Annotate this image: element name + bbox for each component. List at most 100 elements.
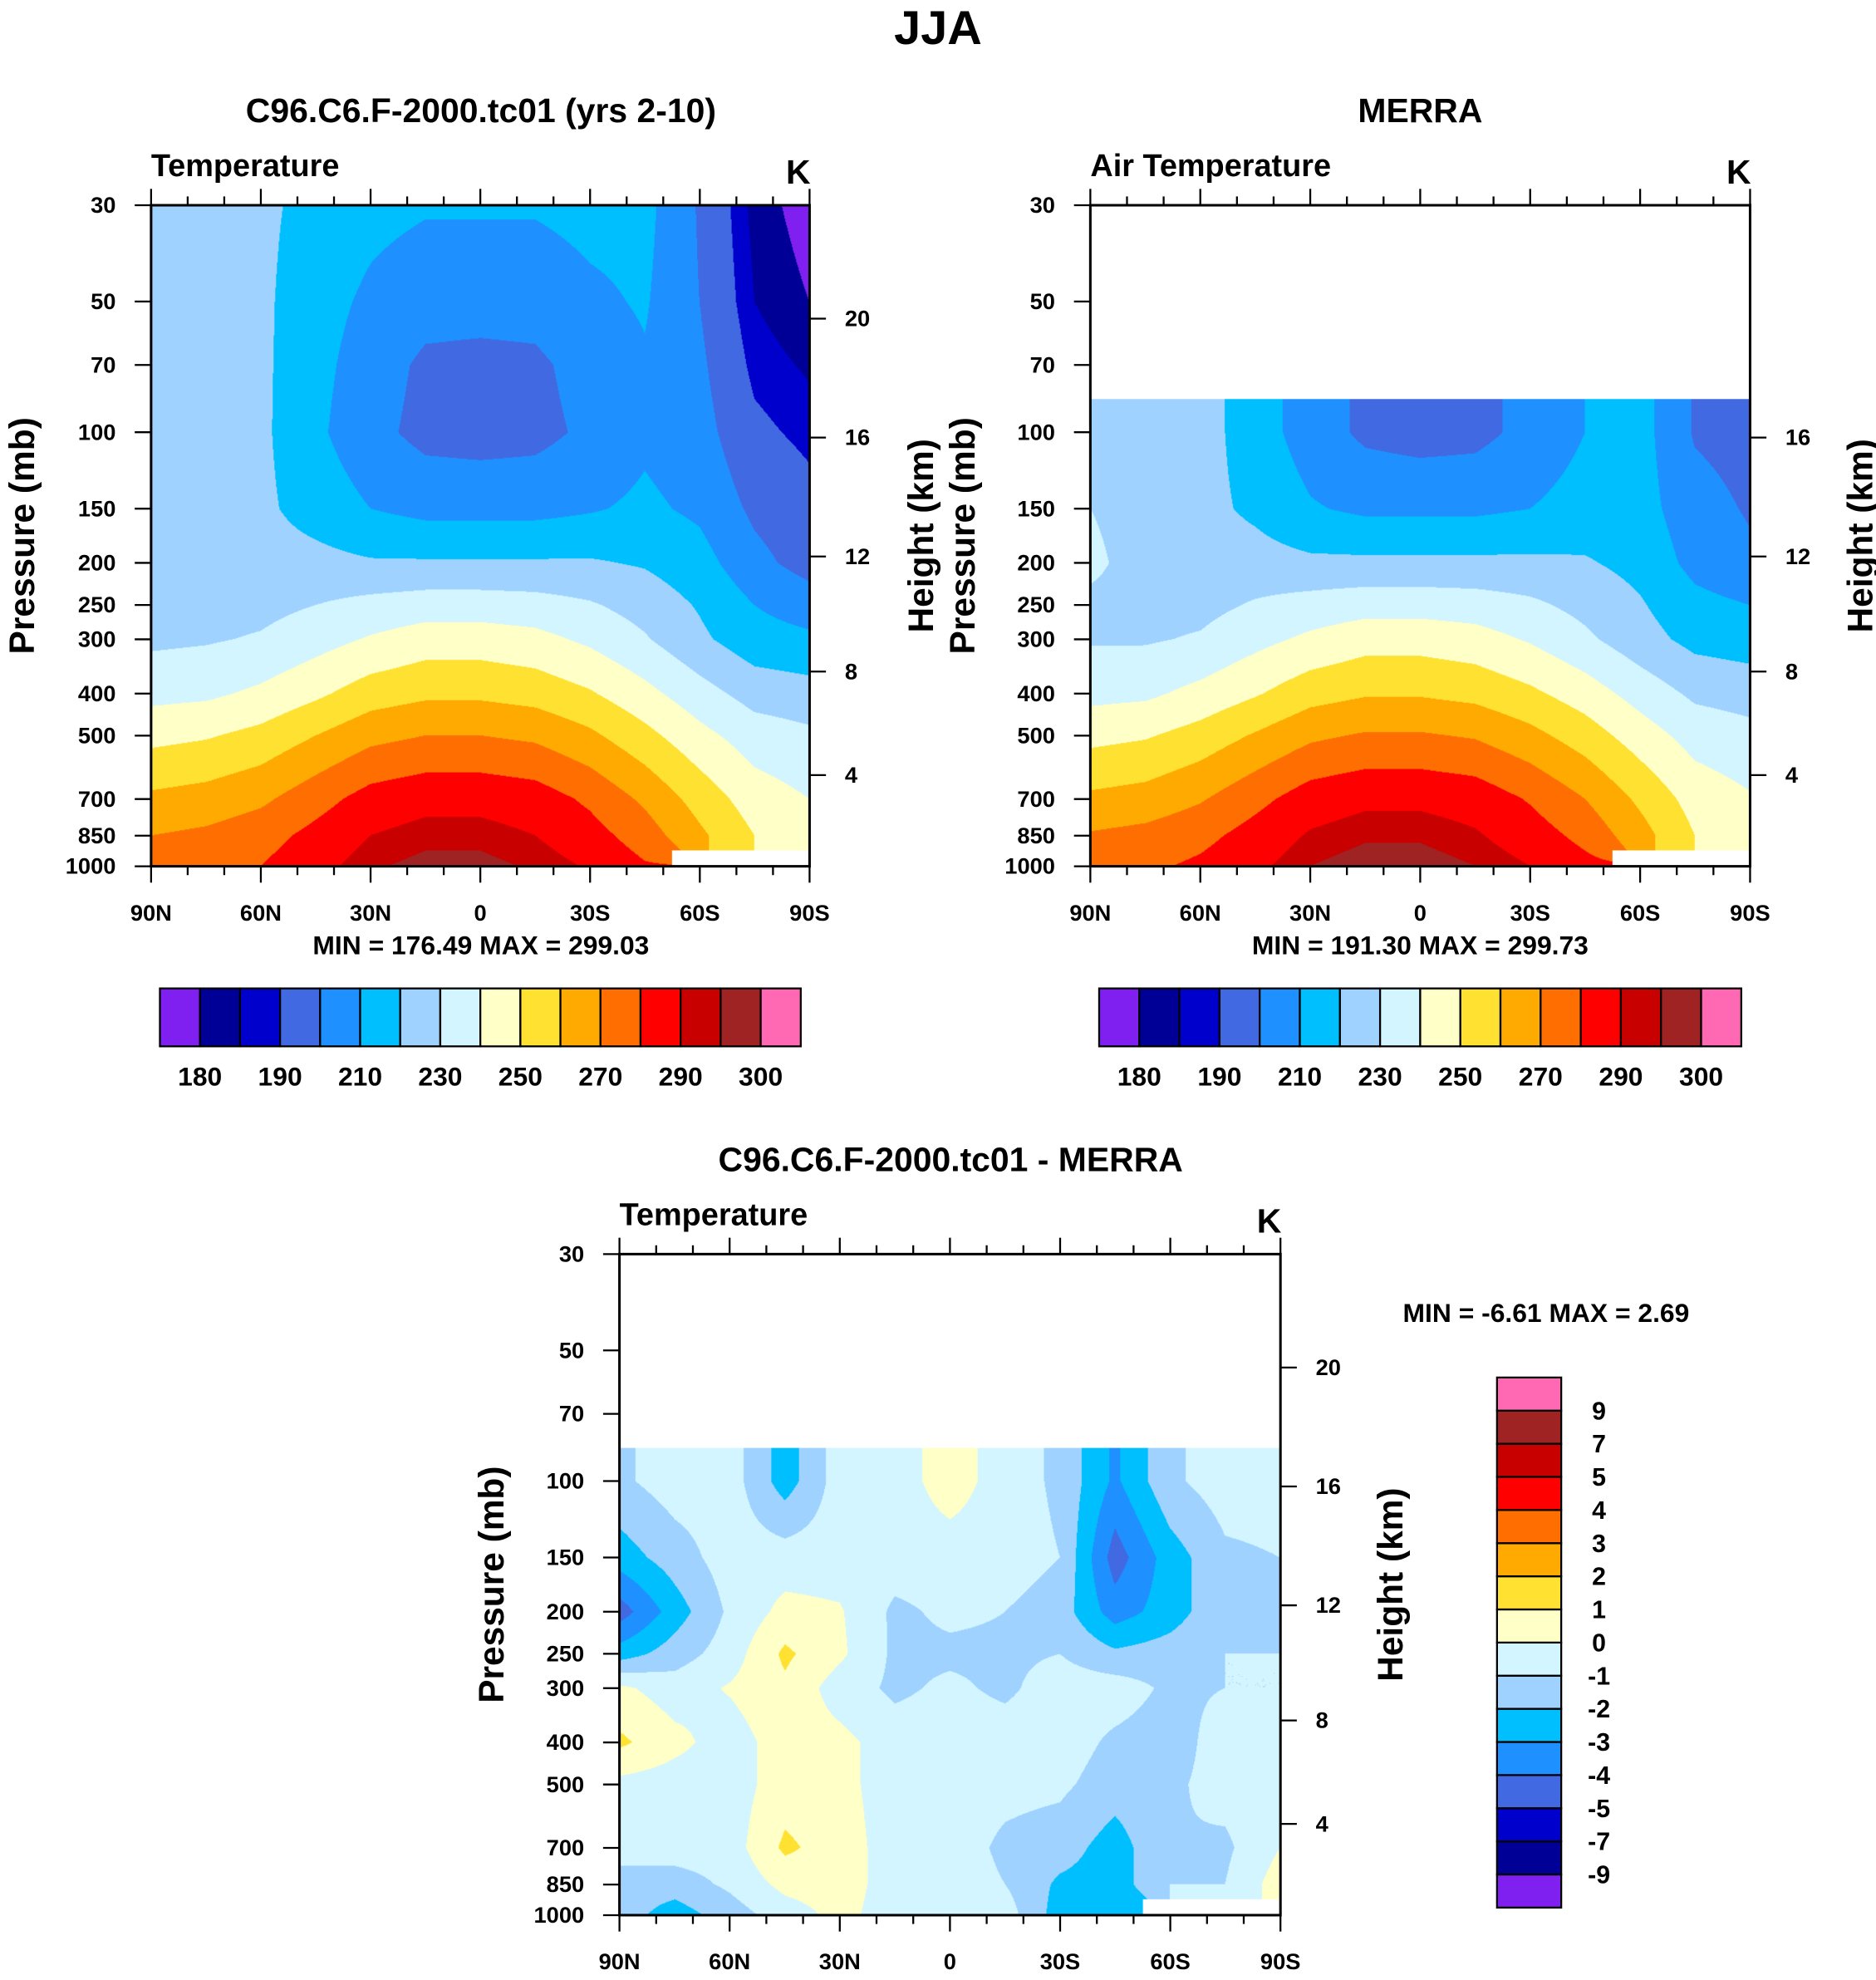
y-tick-label: 50 (1030, 288, 1055, 314)
y-tick-label: 700 (547, 1835, 585, 1860)
x-tick-label: 0 (1414, 900, 1427, 926)
colorbar-label: 290 (1599, 1061, 1643, 1091)
y-tick-label: 100 (78, 419, 116, 445)
y-tick-label: 500 (78, 722, 116, 748)
units-label: K (1257, 1202, 1282, 1241)
colorbar-box (1299, 987, 1341, 1048)
x-tick-label: 90N (1069, 900, 1111, 926)
colorbar-label: 270 (1519, 1061, 1563, 1091)
colorbar-label: -7 (1588, 1829, 1610, 1856)
colorbar-label: 300 (1679, 1061, 1723, 1091)
colorbar-label: 1 (1592, 1597, 1606, 1624)
colorbar-label: 4 (1592, 1497, 1606, 1525)
y-tick-label: 1000 (66, 853, 116, 879)
min-max-label: MIN = -6.61 MAX = 2.69 (1403, 1298, 1690, 1328)
colorbar-label: -9 (1588, 1862, 1610, 1889)
colorbar-label: 9 (1592, 1398, 1606, 1425)
x-tick-label: 60N (709, 1948, 750, 1974)
colorbar-box (1098, 987, 1141, 1048)
panel-title: C96.C6.F-2000.tc01 - MERRA (719, 1140, 1183, 1178)
colorbar-box (1540, 987, 1582, 1048)
colorbar-box (559, 987, 602, 1048)
x-tick-label: 0 (474, 900, 487, 926)
y-right-tick-label: 16 (845, 425, 870, 450)
colorbar-box (1499, 987, 1542, 1048)
colorbar-label: 2 (1592, 1564, 1606, 1591)
colorbar-label: -4 (1588, 1762, 1610, 1790)
panel-3: C96.C6.F-2000.tc01 - MERRA Temperature K MI… (472, 1140, 1689, 1974)
x-tick-label: 30S (570, 900, 611, 926)
y-tick-label: 30 (559, 1241, 584, 1266)
y-tick-label: 850 (78, 823, 116, 848)
colorbar-box (359, 987, 401, 1048)
colorbar: -9 -7 -5 -4 -3 -2 -1 0 1 2 3 4 5 7 9 (1495, 1376, 1610, 1909)
y-tick-label: 70 (91, 351, 115, 377)
x-tick-label: 90N (130, 900, 172, 926)
colorbar-box (680, 987, 722, 1048)
y-tick-label: 700 (1017, 786, 1055, 812)
colorbar-box (1495, 1442, 1563, 1478)
colorbar-box (238, 987, 282, 1048)
colorbar-box (1700, 987, 1742, 1048)
colorbar-box (759, 987, 802, 1048)
colorbar-box (1495, 1476, 1563, 1511)
y-tick-label: 50 (91, 288, 115, 314)
x-tick-label: 30S (1510, 900, 1550, 926)
colorbar-box (479, 987, 522, 1048)
y-right-tick-label: 16 (1785, 425, 1810, 450)
colorbar-label: 230 (1358, 1061, 1402, 1091)
min-max-label: MIN = 176.49 MAX = 299.03 (312, 931, 649, 961)
colorbar-label: 190 (258, 1061, 302, 1091)
y-right-tick-label: 8 (1316, 1707, 1328, 1733)
y-right-tick-label: 4 (1316, 1810, 1329, 1836)
colorbar-box (199, 987, 242, 1048)
panel-title: MERRA (1358, 91, 1482, 130)
y-axis-title: Pressure (mb) (2, 417, 42, 654)
y-tick-label: 30 (1030, 192, 1055, 218)
contour-fill (150, 205, 810, 867)
colorbar-box (1378, 987, 1422, 1048)
colorbar-label: 230 (418, 1061, 462, 1091)
y-tick-label: 100 (1017, 419, 1055, 445)
y-right-tick-label: 4 (845, 762, 858, 788)
colorbar-box (1660, 987, 1702, 1048)
y-axis-title: Pressure (mb) (472, 1467, 511, 1703)
colorbar-label: 250 (1438, 1061, 1482, 1091)
y-tick-label: 150 (547, 1545, 585, 1570)
units-label: K (786, 153, 811, 191)
colorbar-label: 210 (1278, 1061, 1322, 1091)
colorbar-label: 250 (498, 1061, 543, 1091)
colorbar-label: 190 (1197, 1061, 1241, 1091)
y-right-tick-label: 4 (1785, 762, 1799, 788)
colorbar-box (1495, 1641, 1563, 1677)
colorbar-box (399, 987, 442, 1048)
y-tick-label: 150 (1017, 495, 1055, 521)
y-tick-label: 300 (78, 626, 116, 652)
colorbar-box (1579, 987, 1623, 1048)
colorbar-label: 180 (1117, 1061, 1161, 1091)
colorbar-label: -5 (1588, 1796, 1610, 1823)
y-tick-label: 30 (91, 192, 115, 218)
y-right-tick-label: 20 (845, 306, 870, 332)
y-tick-label: 1000 (1004, 853, 1055, 879)
colorbar-box (1495, 1376, 1563, 1412)
y-tick-label: 70 (559, 1401, 584, 1427)
colorbar-label: 3 (1592, 1530, 1606, 1558)
colorbar-box (319, 987, 361, 1048)
y-tick-label: 300 (547, 1675, 585, 1701)
y-tick-label: 400 (78, 680, 116, 706)
y-tick-label: 500 (547, 1771, 585, 1797)
y-tick-label: 250 (547, 1641, 585, 1667)
colorbar-label: 7 (1592, 1431, 1606, 1458)
panel-title: C96.C6.F-2000.tc01 (yrs 2-10) (246, 91, 716, 130)
y-right-tick-label: 8 (845, 658, 857, 684)
colorbar-box (159, 987, 201, 1048)
min-max-label: MIN = 191.30 MAX = 299.73 (1252, 931, 1589, 961)
y-tick-label: 200 (1017, 550, 1055, 576)
colorbar: 180 190 210 230 250 270 290 300 (159, 987, 802, 1091)
colorbar-box (1495, 1509, 1563, 1545)
colorbar-box (1259, 987, 1301, 1048)
y-tick-label: 300 (1017, 626, 1055, 652)
main-title: JJA (894, 2, 982, 55)
